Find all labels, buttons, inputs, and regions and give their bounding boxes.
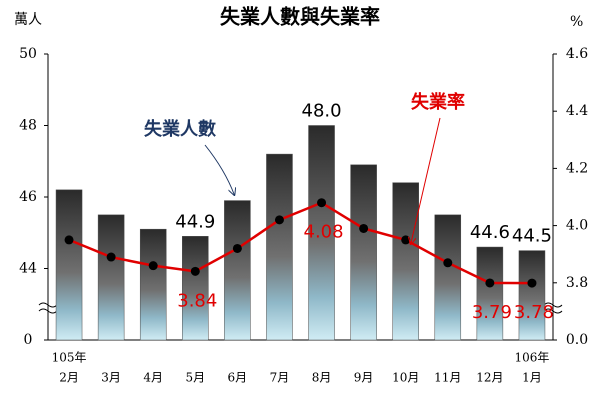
- line-point: [485, 278, 495, 288]
- x-tick-label: 3月: [101, 371, 121, 385]
- line-point: [443, 258, 453, 268]
- x-tick-label: 10月: [392, 371, 419, 385]
- bar: [182, 236, 209, 341]
- y-tick-label: 0: [24, 332, 33, 348]
- axis-break: [543, 308, 563, 314]
- x-tick-label: 11月: [434, 371, 461, 385]
- line-value-label: 3.78: [514, 302, 554, 323]
- y-tick-label: 48: [19, 118, 37, 134]
- x-year-label: 105年: [52, 351, 87, 365]
- line-point: [232, 243, 242, 253]
- bar: [518, 250, 546, 341]
- y-tick-label: 44: [19, 261, 37, 277]
- x-tick-label: 4月: [143, 371, 163, 385]
- line-point: [527, 278, 537, 288]
- line-point: [148, 261, 158, 271]
- y2-tick-label: 4.4: [566, 103, 588, 119]
- bar: [224, 200, 251, 341]
- x-tick-label: 1月: [522, 371, 542, 385]
- annotation-arrow: [411, 117, 441, 244]
- axis-break: [543, 302, 563, 308]
- bar: [392, 182, 419, 341]
- line-point: [274, 215, 284, 225]
- x-year-label: 106年: [515, 351, 550, 365]
- legend-label: 失業人數: [144, 118, 216, 140]
- line-point: [359, 223, 369, 233]
- x-tick-label: 8月: [312, 371, 332, 385]
- x-tick-label: 6月: [228, 371, 248, 385]
- bar: [55, 189, 83, 341]
- annotation-arrow: [204, 144, 234, 195]
- chart-title: 失業人數與失業率: [220, 5, 380, 29]
- y2-tick-label: 4.6: [566, 46, 588, 62]
- line-value-label: 3.79: [472, 302, 512, 323]
- y2-tick-label: 3.8: [566, 275, 588, 291]
- y2-axis-label: %: [570, 14, 583, 30]
- line-value-label: 4.08: [304, 222, 344, 243]
- y-tick-label: 50: [19, 46, 37, 62]
- x-tick-label: 12月: [476, 371, 503, 385]
- x-tick-label: 9月: [354, 371, 374, 385]
- bar-value-label: 44.6: [470, 222, 510, 243]
- y2-tick-label: 4.0: [566, 218, 588, 234]
- y2-tick-label: 4.2: [566, 160, 588, 176]
- x-tick-label: 7月: [270, 371, 290, 385]
- y2-tick-label: 0.0: [566, 332, 588, 348]
- bar: [139, 228, 167, 341]
- bar-value-label: 48.0: [302, 101, 342, 122]
- y-tick-label: 46: [19, 189, 37, 205]
- line-value-label: 3.84: [177, 290, 217, 311]
- bar: [350, 164, 377, 341]
- line: [68, 201, 532, 285]
- axis-break: [38, 302, 58, 308]
- bar: [266, 153, 293, 341]
- line-point: [401, 235, 411, 245]
- line-point: [106, 252, 116, 262]
- bar: [434, 214, 462, 341]
- bar-value-label: 44.5: [512, 226, 552, 247]
- line-point: [317, 198, 327, 208]
- y-axis-label: 萬人: [14, 12, 42, 28]
- x-tick-label: 5月: [185, 371, 205, 385]
- axis-break: [38, 308, 58, 314]
- bar: [97, 214, 125, 341]
- bar: [476, 246, 504, 341]
- x-tick-label: 2月: [59, 371, 79, 385]
- bar-value-label: 44.9: [175, 211, 215, 232]
- line-point: [190, 266, 200, 276]
- bar: [308, 125, 335, 341]
- legend-label: 失業率: [411, 91, 465, 113]
- line-point: [64, 235, 74, 245]
